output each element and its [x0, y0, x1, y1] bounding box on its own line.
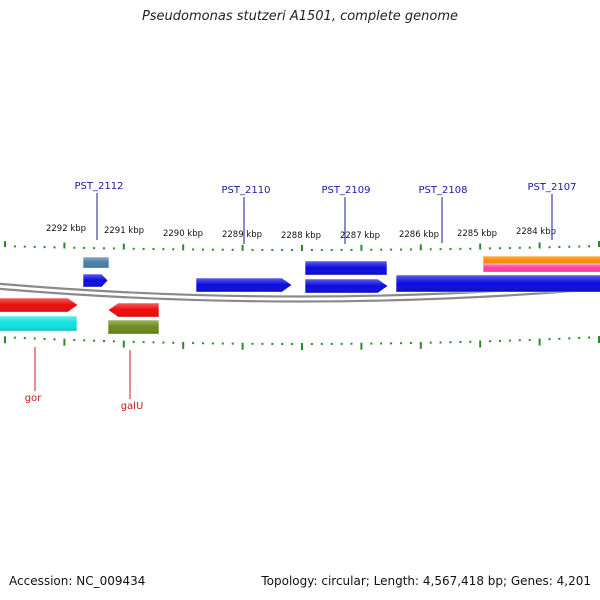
gene-pst_2109-cds-shading — [305, 279, 388, 293]
gene-labels: 2292 kbp 2291 kbp 2290 kbp 2289 kbp 2288 kbp… — [25, 181, 577, 412]
gene-galu-cds-shading — [108, 320, 159, 334]
gene-pst_2107-b-shading — [483, 264, 600, 272]
gene-pst_2109-shading — [305, 261, 387, 275]
gene-pst_2110[interactable] — [195, 277, 293, 293]
gene-pst_2112-cds-shading — [83, 274, 108, 287]
gene-pst_2112-cds[interactable] — [82, 273, 109, 288]
accession-text: Accession: NC_009434 — [9, 574, 146, 588]
gene-label-pst_2109[interactable]: PST_2109 — [322, 185, 371, 196]
gene-gor-shading — [0, 298, 78, 312]
gene-gor-cds-shading — [0, 316, 77, 331]
scale-label: 2287 kbp — [340, 231, 380, 241]
gene-label-pst_2107[interactable]: PST_2107 — [528, 182, 577, 193]
gene-pst_2107-shading — [483, 256, 600, 264]
gene-label-gor[interactable]: gor — [25, 393, 42, 404]
gene-pst_2107[interactable] — [482, 255, 600, 265]
genome-summary: Topology: circular; Length: 4,567,418 bp… — [261, 574, 591, 588]
scale-label: 2288 kbp — [281, 231, 321, 241]
gene-label-pst_2108[interactable]: PST_2108 — [419, 185, 468, 196]
gene-galu-shading — [108, 303, 159, 317]
genome-title: Pseudomonas stutzeri A1501, complete gen… — [141, 9, 459, 24]
gene-pst_2112[interactable] — [82, 256, 110, 269]
gene-label-pst_2110[interactable]: PST_2110 — [222, 185, 271, 196]
gene-pst_2108-shading — [396, 275, 600, 292]
gene-pst_2108[interactable] — [395, 274, 600, 293]
gene-pst_2112-shading — [83, 257, 109, 268]
scale-label: 2285 kbp — [457, 229, 497, 239]
gene-pst_2110-shading — [196, 278, 292, 292]
scale-label: 2291 kbp — [104, 226, 144, 236]
gene-gor-cds[interactable] — [0, 315, 78, 332]
scale-label: 2284 kbp — [516, 227, 556, 237]
gene-label-pst_2112[interactable]: PST_2112 — [75, 181, 124, 192]
scale-label: 2286 kbp — [399, 230, 439, 240]
scale-label: 2289 kbp — [222, 230, 262, 240]
scale-label: 2292 kbp — [46, 224, 86, 234]
gene-pst_2109[interactable] — [304, 260, 388, 276]
scale-ticks — [4, 241, 600, 350]
gene-label-galu[interactable]: galU — [121, 401, 144, 412]
backbone-inner-line — [0, 287, 600, 303]
gene-pst_2109-cds[interactable] — [304, 278, 389, 294]
scale-label: 2290 kbp — [163, 229, 203, 239]
gene-galu-cds[interactable] — [107, 319, 160, 335]
gene-pst_2107-b[interactable] — [482, 263, 600, 273]
gene-galu[interactable] — [107, 302, 160, 318]
gene-gor[interactable] — [0, 297, 79, 313]
gene-features — [0, 255, 600, 335]
